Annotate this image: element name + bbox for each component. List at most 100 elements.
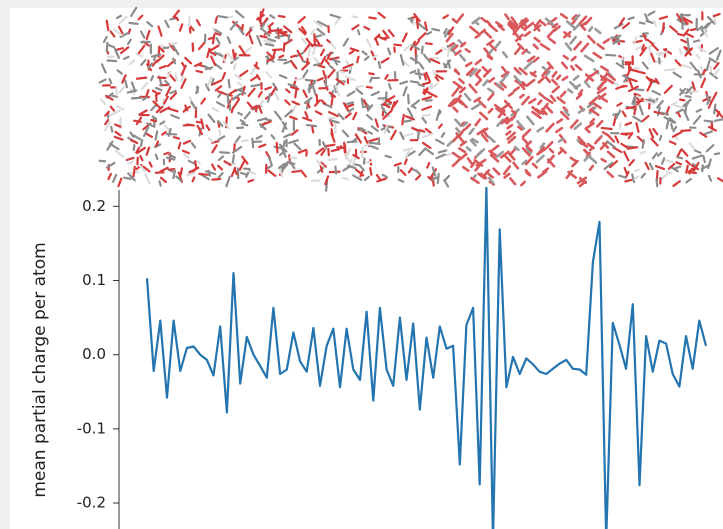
y-tick-label: 0.1: [82, 271, 106, 289]
molecule-bond: [306, 80, 315, 81]
molecule-bond: [329, 118, 335, 119]
molecule-bond: [156, 172, 164, 173]
molecule-bond: [252, 139, 253, 148]
molecule-bond: [272, 30, 282, 31]
molecule-bond: [312, 127, 313, 132]
molecule-bond: [266, 119, 271, 120]
molecule-bond: [234, 144, 235, 150]
molecule-bond: [292, 171, 299, 172]
molecule-bond: [411, 81, 418, 82]
molecule-bond: [175, 73, 176, 80]
molecule-bond: [313, 45, 322, 46]
molecule-bond: [289, 35, 290, 40]
molecule-bond: [181, 168, 182, 174]
molecule-bond: [613, 41, 619, 43]
molecule-bond: [671, 124, 672, 129]
molecule-bond: [705, 121, 713, 122]
molecule-bond: [256, 106, 257, 111]
molecule-bond: [420, 130, 424, 131]
molecule-bond: [678, 34, 684, 36]
molecule-bond: [694, 40, 699, 41]
molecule-bond: [606, 55, 615, 56]
molecule-bond: [267, 167, 271, 169]
molecule-bond: [107, 43, 108, 52]
molecule-bond: [634, 99, 635, 107]
molecule-bond: [209, 38, 213, 39]
molecule-bond: [642, 45, 643, 50]
molecule-bond: [170, 43, 176, 44]
molecule-bond: [364, 159, 365, 164]
molecule-bond: [337, 147, 345, 148]
molecule-bond: [663, 23, 664, 31]
molecule-bond: [621, 86, 626, 87]
molecule-bond: [354, 164, 360, 165]
molecule-bond: [158, 78, 165, 79]
y-tick-label: -0.1: [77, 419, 106, 437]
molecule-bond: [348, 141, 357, 142]
molecule-bond: [307, 125, 316, 126]
molecule-bond: [423, 115, 430, 116]
molecule-bond: [163, 47, 168, 48]
molecule-bond: [107, 21, 109, 30]
molecule-bond: [335, 167, 336, 174]
molecule-bond: [409, 19, 413, 21]
molecule-bond: [291, 56, 296, 57]
molecule-bond: [267, 56, 268, 63]
molecule-bond: [314, 64, 320, 65]
molecule-bond: [270, 27, 271, 33]
molecule-bond: [446, 154, 451, 155]
molecule-bond: [686, 166, 688, 173]
molecule-bond: [314, 34, 315, 44]
molecule-bond: [680, 100, 684, 101]
molecule-bond: [241, 173, 246, 175]
molecule-bond: [332, 129, 333, 135]
molecule-bond: [416, 55, 417, 63]
molecule-bond: [686, 96, 691, 97]
molecule-bond: [160, 181, 161, 185]
molecule-bond: [284, 62, 289, 64]
molecule-bond: [229, 80, 230, 88]
molecule-bond: [367, 87, 372, 88]
molecule-bond: [277, 143, 278, 152]
molecule-bond: [417, 19, 418, 28]
molecule-bond: [244, 169, 250, 170]
molecule-bond: [251, 85, 259, 86]
molecule-bond: [424, 74, 426, 80]
molecule-bond: [134, 167, 135, 176]
molecule-bond: [714, 105, 715, 114]
molecule-bond: [212, 179, 220, 180]
molecule-bond: [370, 168, 371, 175]
molecule-bond: [242, 124, 247, 125]
molecule-bond: [108, 61, 117, 62]
molecule-bond: [141, 140, 142, 146]
molecule-bond: [685, 106, 686, 113]
molecule-bond: [190, 28, 191, 32]
y-tick-label: 0.2: [82, 197, 106, 215]
molecule-bond: [687, 39, 688, 48]
molecule-bond: [137, 78, 146, 79]
molecule-bond: [404, 121, 411, 122]
molecule-bond: [284, 43, 285, 51]
molecule-bond: [242, 140, 248, 141]
molecule-bond: [415, 74, 422, 75]
molecule-bond: [643, 140, 644, 148]
molecule-bond: [379, 62, 380, 68]
molecule-bond: [329, 159, 337, 160]
y-axis-label: mean partial charge per atom: [30, 242, 50, 497]
molecule-bond: [432, 29, 439, 30]
molecule-bond: [386, 156, 391, 158]
molecule-bond: [219, 130, 220, 135]
molecule-bond: [621, 134, 627, 135]
molecule-bond: [197, 122, 202, 123]
molecule-bond: [389, 84, 391, 89]
molecule-bond: [195, 161, 197, 168]
molecule-bond: [213, 35, 214, 44]
molecule-bond: [124, 178, 130, 179]
molecule-bond: [266, 44, 274, 46]
molecule-bond: [362, 99, 363, 106]
molecule-bond: [179, 143, 181, 148]
molecule-bond: [260, 36, 266, 37]
molecule-bond: [678, 157, 682, 158]
molecule-bond: [660, 136, 661, 140]
molecule-bond: [433, 71, 435, 75]
